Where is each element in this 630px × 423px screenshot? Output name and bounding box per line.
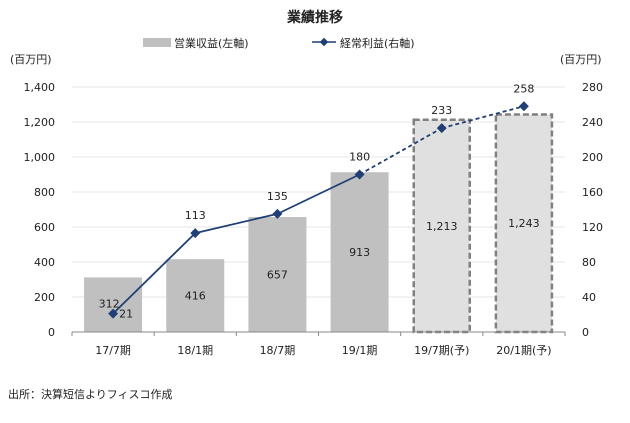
right-axis-label: (百万円) (560, 53, 602, 66)
line-point (518, 101, 529, 112)
x-tick-label: 19/1期 (342, 344, 378, 357)
left-tick-label: 1,400 (24, 81, 56, 94)
bar-data-label: 913 (349, 246, 370, 259)
line-point (272, 208, 283, 219)
right-tick-label: 160 (582, 186, 603, 199)
x-tick-label: 19/7期(予) (414, 344, 469, 357)
line-data-label: 113 (185, 209, 206, 222)
bar (248, 217, 307, 332)
x-tick-label: 18/7期 (260, 344, 296, 357)
line-point (190, 228, 201, 239)
legend-line-label: 経常利益(右軸) (340, 36, 415, 50)
left-tick-label: 1,000 (24, 151, 56, 164)
bar-data-label: 1,243 (508, 217, 540, 230)
right-tick-label: 120 (582, 221, 603, 234)
right-tick-label: 280 (582, 81, 603, 94)
line-data-label: 258 (513, 82, 534, 95)
line-segment (359, 127, 443, 176)
right-tick-label: 200 (582, 151, 603, 164)
bar (330, 172, 389, 332)
line-segment (441, 105, 525, 129)
bar (166, 259, 225, 332)
bar-data-label: 312 (99, 298, 120, 311)
legend-bar-swatch (143, 38, 171, 47)
legend-bar-label: 営業収益(左軸) (174, 36, 249, 50)
x-tick-label: 20/1期(予) (496, 344, 551, 357)
left-tick-label: 0 (48, 326, 55, 339)
line-segment (277, 173, 360, 215)
left-tick-label: 200 (34, 291, 55, 304)
right-tick-label: 80 (582, 256, 596, 269)
source-note: 出所：決算短信よりフィスコ作成 (8, 387, 173, 401)
line-data-label: 21 (119, 308, 133, 321)
line-data-label: 180 (349, 151, 370, 164)
right-tick-label: 0 (582, 326, 589, 339)
bar-data-label: 1,213 (426, 220, 458, 233)
bar (412, 118, 471, 334)
line-point (354, 169, 365, 180)
right-tick-label: 240 (582, 116, 603, 129)
bar (494, 113, 554, 334)
left-tick-label: 800 (34, 186, 55, 199)
left-tick-label: 1,200 (24, 116, 56, 129)
line-data-label: 233 (431, 104, 452, 117)
left-tick-label: 600 (34, 221, 55, 234)
x-tick-label: 18/1期 (177, 344, 213, 357)
bar-data-label: 416 (185, 290, 206, 303)
line-segment (112, 232, 196, 315)
chart-title: 業績推移 (286, 9, 343, 26)
x-tick-label: 17/7期 (95, 344, 131, 357)
bar-data-label: 657 (267, 269, 288, 282)
line-segment (195, 212, 278, 235)
legend-diamond-icon (319, 37, 329, 47)
right-tick-label: 40 (582, 291, 596, 304)
bar (84, 277, 143, 332)
left-axis-label: (百万円) (10, 53, 52, 66)
left-tick-label: 400 (34, 256, 55, 269)
line-data-label: 135 (267, 190, 288, 203)
